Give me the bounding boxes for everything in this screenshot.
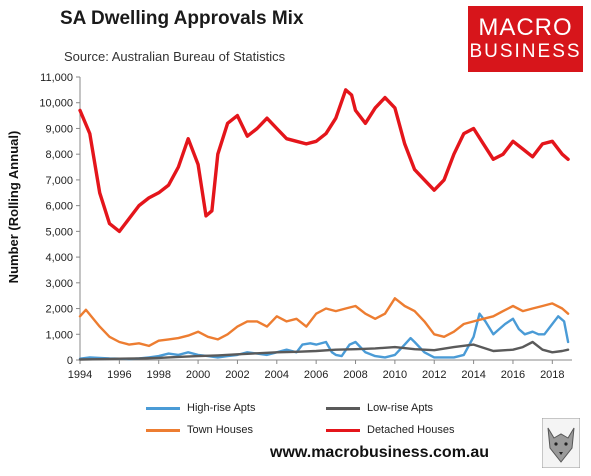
x-tick-label: 2004 [265,369,289,381]
x-tick-label: 1998 [146,369,170,381]
y-axis-label: Number (Rolling Annual) [6,131,21,284]
y-tick-label: 8,000 [45,149,73,161]
wolf-icon [542,418,580,468]
x-tick-label: 2018 [540,369,564,381]
x-tick-label: 1996 [107,369,131,381]
x-tick-label: 2010 [383,369,407,381]
x-tick-label: 1994 [68,369,92,381]
y-tick-label: 9,000 [45,123,73,135]
y-tick-label: 10,000 [39,98,73,110]
y-tick-label: 6,000 [45,201,73,213]
logo-line-2: BUSINESS [469,41,582,62]
y-tick-label: 2,000 [45,304,73,316]
chart-axes: 0 1,000 2,000 3,000 4,000 5,000 6,000 7,000 8,00… [39,72,572,381]
x-tick-label: 2012 [422,369,446,381]
macrobusiness-logo: MACRO BUSINESS [468,6,583,72]
series-line-detached [78,88,570,234]
website-url: www.macrobusiness.com.au [270,444,490,461]
x-tick-label: 2006 [304,369,328,381]
y-tick-label: 3,000 [45,278,73,290]
x-tick-label: 2008 [343,369,367,381]
y-tick-label: 0 [67,355,73,367]
y-tick-label: 5,000 [45,226,73,238]
y-tick-label: 1,000 [45,329,73,341]
y-tick-label: 4,000 [45,252,73,264]
x-tick-label: 2002 [225,369,249,381]
series-line-high-rise [78,312,570,361]
x-tick-label: 2016 [501,369,525,381]
plot-area [78,88,570,361]
y-tick-label: 11,000 [40,72,73,84]
series-line-town-houses [78,297,570,348]
chart-title: SA Dwelling Approvals Mix [60,8,304,29]
y-tick-label: 7,000 [45,175,73,187]
logo-line-1: MACRO [478,14,573,41]
series-line-low-rise [78,340,570,361]
x-tick-label: 2014 [461,369,485,381]
x-tick-label: 2000 [186,369,210,381]
chart-source: Source: Australian Bureau of Statistics [64,49,286,64]
